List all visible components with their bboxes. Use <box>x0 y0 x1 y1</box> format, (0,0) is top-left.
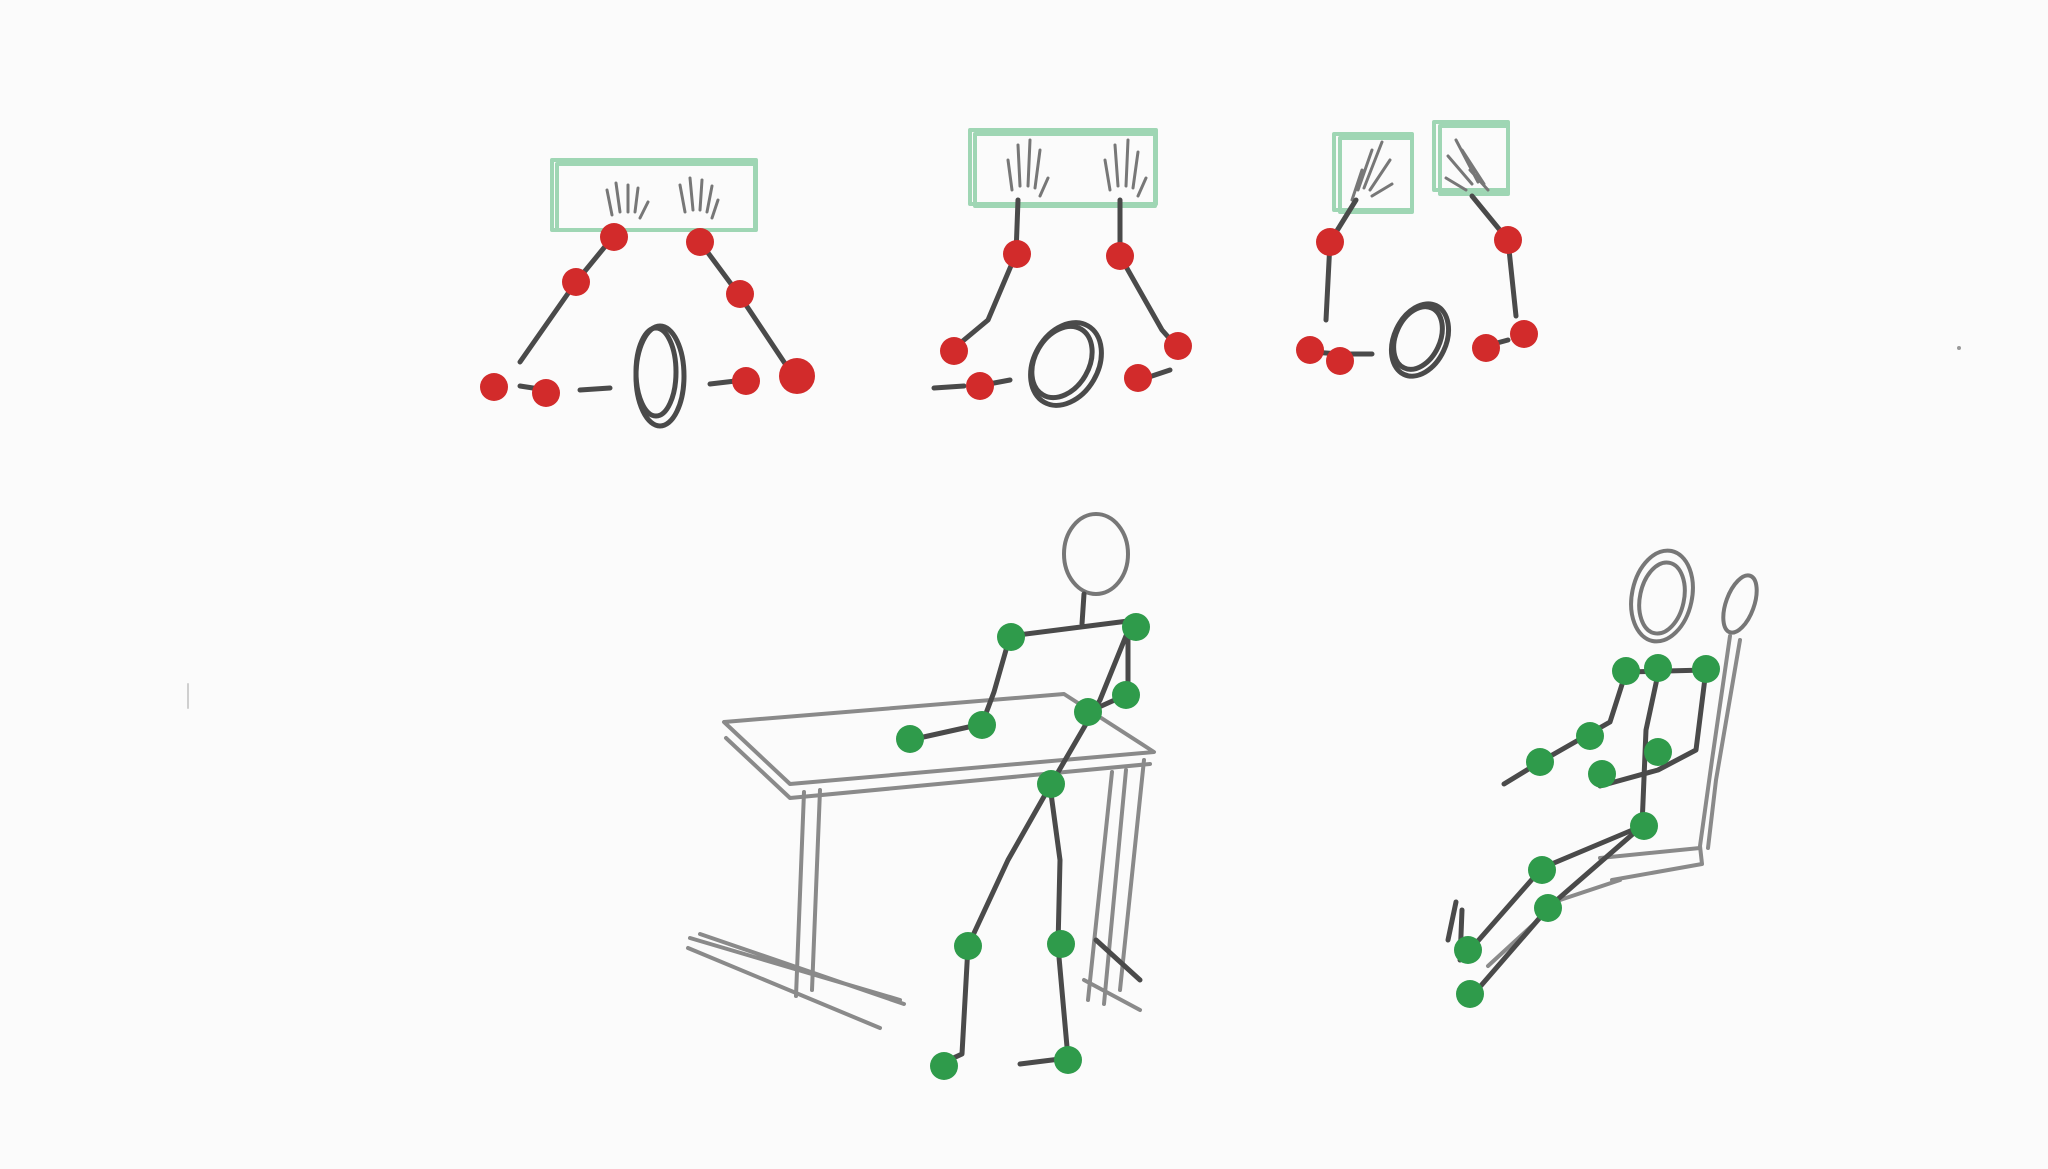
top-figure-2 <box>931 128 1192 408</box>
top-figure-3 <box>1296 120 1538 379</box>
stray-dot <box>1957 346 1961 350</box>
joint-markers <box>1296 226 1538 375</box>
joint-markers <box>940 240 1192 400</box>
head-outline <box>1388 301 1452 379</box>
keyboard-outline <box>968 128 1158 208</box>
keyboard-outline <box>1332 120 1510 214</box>
joint-markers <box>896 613 1150 1080</box>
arm-lines <box>931 197 1181 391</box>
top-figure-1 <box>480 158 815 429</box>
head-outline <box>1629 548 1759 644</box>
head-outline <box>633 323 687 429</box>
body-lines <box>1445 667 1709 999</box>
joint-markers <box>480 223 815 407</box>
head-outline <box>1028 320 1104 408</box>
arm-lines <box>517 235 795 393</box>
hand-icon <box>1006 138 1148 198</box>
hand-icon <box>1350 138 1490 202</box>
reclined-seated-figure <box>1445 548 1759 1008</box>
hand-icon <box>605 176 720 220</box>
head-outline <box>1062 512 1130 596</box>
keyboard-outline <box>550 158 758 232</box>
desk-outline <box>686 692 1156 1030</box>
joint-markers <box>1454 654 1720 1008</box>
seated-at-desk-figure <box>686 512 1156 1080</box>
arm-lines <box>1309 193 1519 357</box>
